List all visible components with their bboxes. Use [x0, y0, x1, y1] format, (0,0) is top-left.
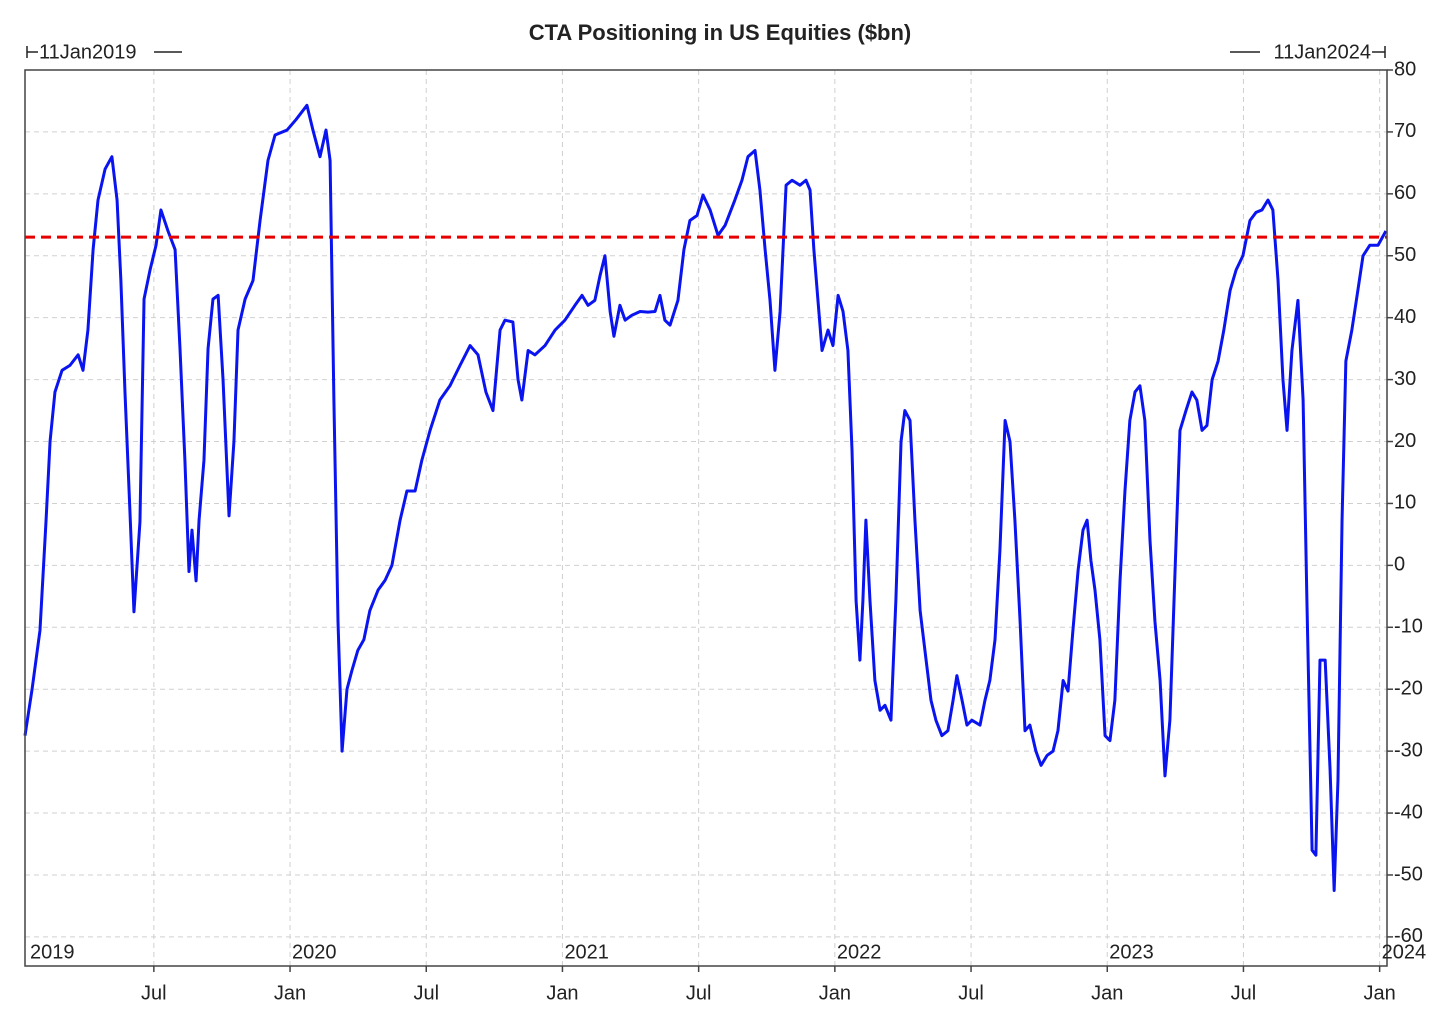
x-tick-label: Jul	[413, 982, 439, 1004]
x-tick-label: Jan	[1364, 982, 1396, 1004]
y-tick-label: 20	[1394, 430, 1416, 452]
y-tick-label: -10	[1394, 616, 1423, 638]
plot-area	[25, 70, 1387, 966]
y-tick-label: 40	[1394, 306, 1416, 328]
y-tick-label: -30	[1394, 739, 1423, 761]
year-label: 2021	[564, 941, 609, 963]
x-tick-label: Jul	[686, 982, 712, 1004]
x-tick-label: Jul	[141, 982, 167, 1004]
end-range-bracket	[1230, 46, 1386, 58]
y-tick-label: -40	[1394, 801, 1423, 823]
x-tick-label: Jan	[546, 982, 578, 1004]
x-tick-label: Jan	[274, 982, 306, 1004]
y-tick-label: 70	[1394, 120, 1416, 142]
x-tick-label: Jul	[958, 982, 984, 1004]
y-tick-label: -50	[1394, 863, 1423, 885]
series-line	[23, 103, 1388, 892]
year-label: 2023	[1109, 941, 1154, 963]
x-tick-label: Jan	[819, 982, 851, 1004]
year-label: 2020	[292, 941, 337, 963]
y-tick-label: 10	[1394, 492, 1416, 514]
chart-title: CTA Positioning in US Equities ($bn)	[529, 20, 912, 45]
start-label: 11Jan2019	[39, 41, 137, 63]
y-tick-label: 60	[1394, 182, 1416, 204]
y-tick-label: 0	[1394, 554, 1405, 576]
year-label: 2019	[30, 941, 75, 963]
plot-frame	[24, 69, 1388, 967]
x-tick-label: Jul	[1231, 982, 1257, 1004]
x-tick-label: Jan	[1091, 982, 1123, 1004]
y-tick-label: 50	[1394, 244, 1416, 266]
marks	[23, 103, 1388, 892]
start-range-bracket	[26, 46, 182, 58]
y-tick-label: -60	[1394, 925, 1423, 947]
y-tick-label: -20	[1394, 677, 1423, 699]
end-label: 11Jan2024	[1274, 41, 1372, 63]
y-tick-label: 30	[1394, 368, 1416, 390]
year-label: 2022	[837, 941, 882, 963]
y-tick-label: 80	[1394, 58, 1416, 80]
year-label: 2024	[1382, 941, 1427, 963]
